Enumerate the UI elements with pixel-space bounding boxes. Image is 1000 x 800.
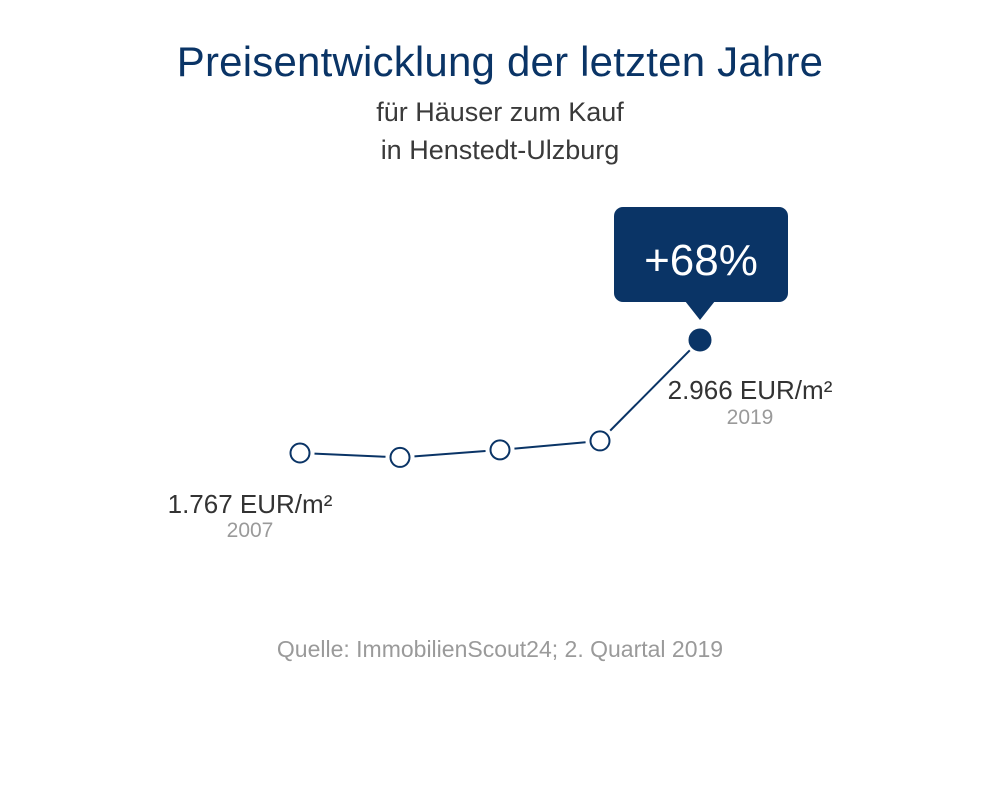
data-point — [589, 430, 611, 452]
chart-subtitle-line2: in Henstedt-Ulzburg — [380, 135, 620, 165]
change-callout — [614, 207, 788, 302]
line-segment — [414, 449, 486, 458]
start-year-label: 2007 — [227, 519, 274, 542]
callout-pointer — [685, 301, 715, 320]
data-point — [289, 442, 311, 464]
data-point — [389, 446, 411, 468]
chart-subtitle-line1: für Häuser zum Kauf — [376, 97, 624, 127]
line-segment — [514, 441, 586, 450]
source-note: Quelle: ImmobilienScout24; 2. Quartal 20… — [276, 636, 724, 662]
data-point — [688, 328, 712, 352]
chart-title: Preisentwicklung der letzten Jahre — [176, 38, 824, 85]
end-value-label: 2.966 EUR/m² — [668, 375, 833, 405]
data-point — [489, 439, 511, 461]
line-segment — [314, 452, 386, 458]
end-year-label: 2019 — [727, 406, 774, 429]
line-segment — [609, 349, 691, 432]
start-value-label: 1.767 EUR/m² — [168, 489, 333, 519]
change-label: +68% — [644, 236, 758, 285]
